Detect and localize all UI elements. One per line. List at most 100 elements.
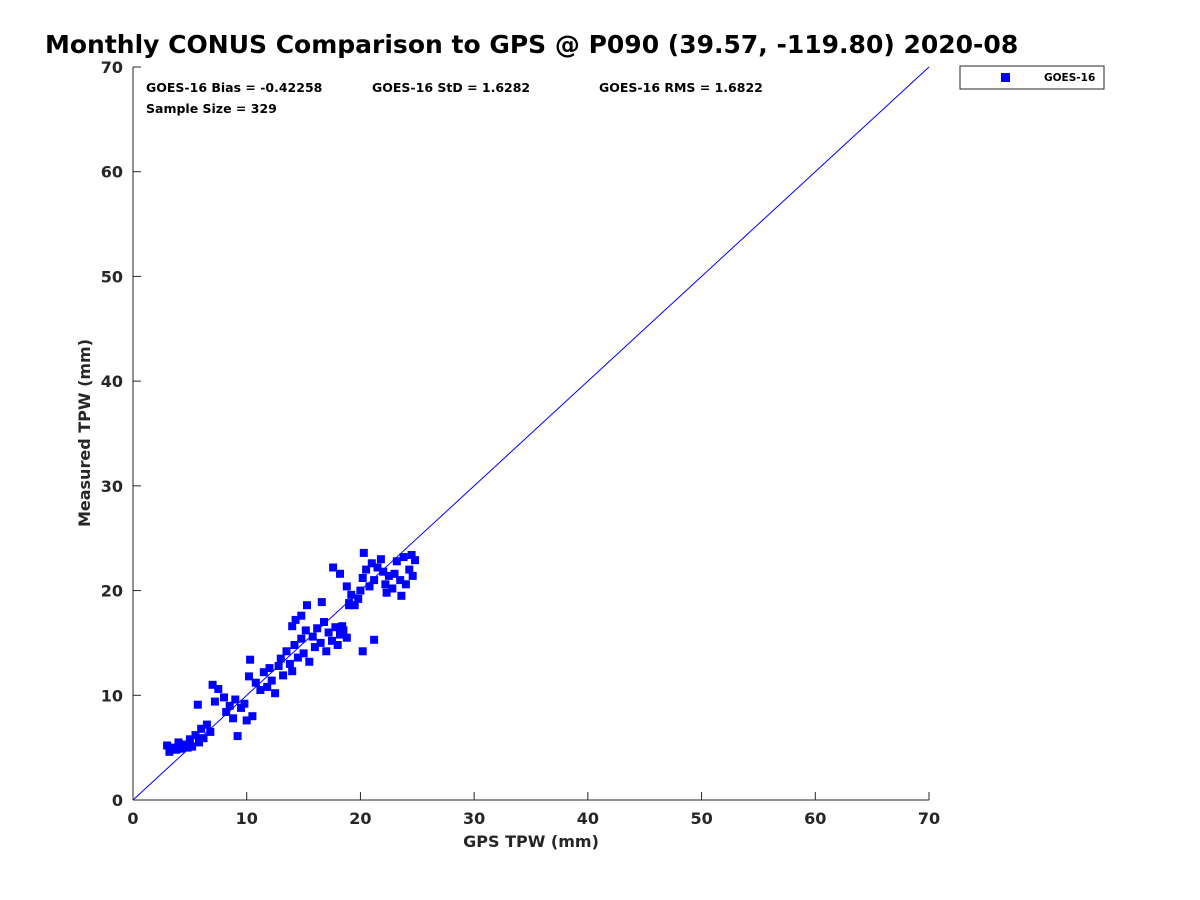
data-point [359, 548, 368, 557]
data-point [338, 622, 347, 631]
data-point [259, 668, 268, 677]
y-tick-label: 20 [101, 582, 123, 601]
data-point [322, 647, 331, 656]
data-point [324, 628, 333, 637]
data-point [297, 611, 306, 620]
data-point [191, 731, 200, 740]
ticks-layer: 0 10 20 30 40 50 60 70 0 10 20 30 40 50 60 70 [101, 58, 940, 828]
chart-title: Monthly CONUS Comparison to GPS @ P090 (… [45, 30, 1019, 59]
data-point [305, 657, 314, 666]
data-point [362, 565, 371, 574]
data-point [299, 649, 308, 658]
data-point [336, 569, 344, 578]
data-point [165, 747, 174, 756]
data-point [293, 653, 302, 662]
data-point [329, 563, 338, 572]
data-point [379, 567, 388, 576]
data-point [370, 576, 379, 585]
data-point [240, 699, 249, 708]
data-point [336, 630, 344, 639]
data-point [267, 676, 276, 685]
data-point [279, 671, 288, 680]
one-to-one-line [132, 66, 930, 801]
data-point [303, 601, 311, 610]
data-point [320, 618, 328, 626]
data-point [271, 689, 280, 698]
data-point [317, 598, 326, 607]
data-point [206, 727, 215, 736]
x-tick-label: 70 [918, 809, 940, 828]
data-point [339, 626, 348, 635]
data-point [358, 574, 367, 582]
data-point [265, 664, 274, 673]
y-tick-label: 0 [112, 791, 123, 810]
legend: GOES-16 [959, 65, 1105, 90]
y-tick-label: 40 [101, 372, 123, 391]
data-point [350, 601, 359, 610]
data-point [231, 695, 240, 704]
data-point [390, 569, 399, 578]
data-point [288, 622, 297, 631]
data-point [342, 633, 351, 642]
data-point [172, 745, 181, 754]
data-point [384, 571, 393, 580]
data-point [233, 732, 242, 741]
data-point [256, 686, 265, 694]
data-point [285, 659, 294, 668]
data-point [367, 559, 376, 568]
x-axis-label: GPS TPW (mm) [463, 832, 599, 851]
data-point [202, 720, 211, 729]
data-point [356, 586, 365, 595]
data-point [237, 703, 245, 712]
data-point [229, 714, 238, 723]
data-point [308, 632, 317, 641]
data-point [301, 626, 310, 635]
data-point [246, 655, 255, 664]
y-tick-label: 30 [101, 477, 123, 496]
x-tick-label: 0 [127, 809, 138, 828]
data-point [333, 641, 342, 649]
data-point [342, 582, 351, 591]
data-point [220, 693, 228, 702]
data-point [381, 580, 390, 589]
data-point [388, 584, 397, 593]
data-point [345, 601, 354, 610]
data-point [331, 623, 340, 632]
x-tick-label: 50 [690, 809, 712, 828]
data-point [401, 580, 410, 589]
legend-box [959, 65, 1105, 90]
data-point [193, 700, 202, 709]
data-point [397, 591, 406, 600]
data-point [282, 647, 291, 656]
data-point [197, 724, 206, 733]
data-point [399, 553, 408, 562]
reference-line-layer [132, 66, 930, 801]
bias-stat: GOES-16 Bias = -0.42258 [146, 80, 322, 95]
data-point [199, 734, 208, 743]
data-point [411, 556, 419, 565]
data-point [373, 563, 382, 572]
data-point [263, 682, 272, 691]
data-point [405, 565, 414, 574]
data-point [328, 636, 336, 645]
x-tick-label: 60 [804, 809, 826, 828]
data-point [248, 712, 257, 721]
data-point [210, 697, 219, 706]
data-point [370, 635, 379, 644]
data-point [185, 735, 194, 744]
y-tick-label: 70 [101, 58, 123, 77]
data-point [251, 678, 260, 687]
data-point [408, 571, 417, 580]
sample-size-stat: Sample Size = 329 [146, 101, 277, 116]
data-point [290, 641, 299, 649]
std-stat: GOES-16 StD = 1.6282 [372, 80, 530, 95]
data-point [291, 615, 300, 624]
x-tick-label: 10 [236, 809, 258, 828]
data-point [288, 667, 297, 676]
legend-marker [1001, 73, 1010, 82]
data-point [195, 738, 203, 747]
data-point [354, 594, 363, 603]
data-points-layer [163, 548, 419, 756]
y-tick-label: 10 [101, 686, 123, 705]
